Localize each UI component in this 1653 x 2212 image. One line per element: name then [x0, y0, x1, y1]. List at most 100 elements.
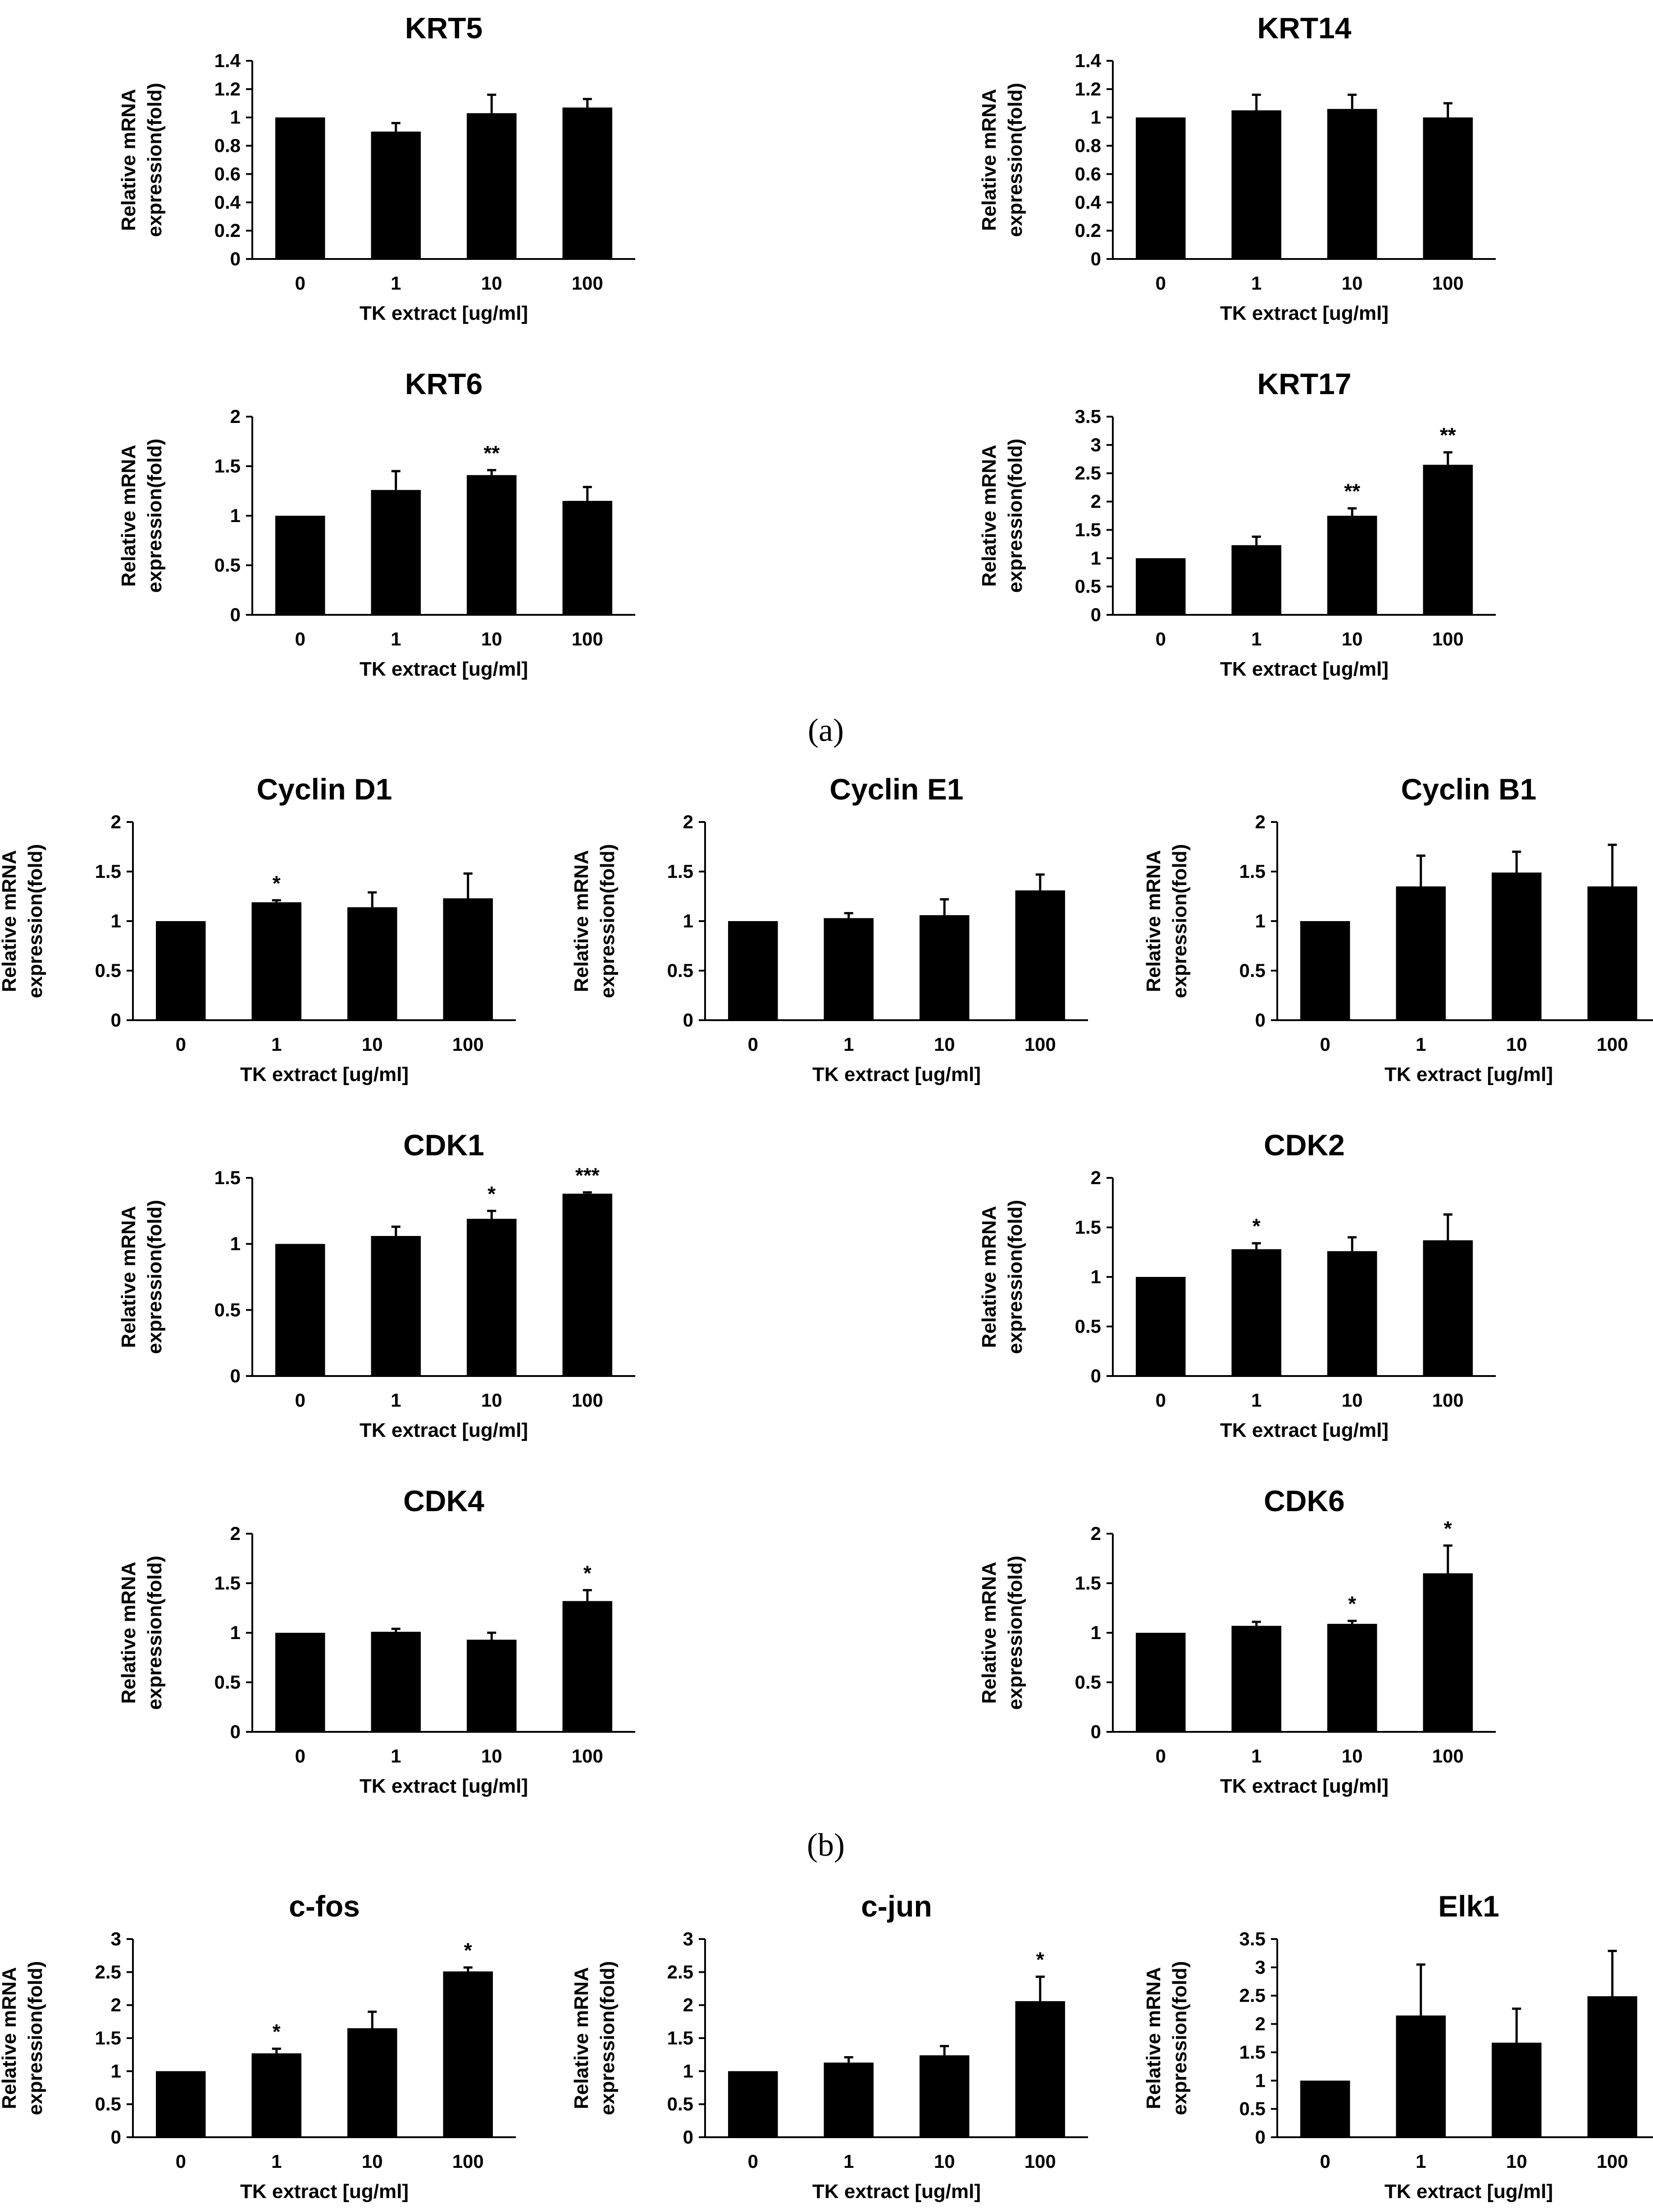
x-tick-label: 10	[1342, 628, 1363, 650]
bar-10	[467, 475, 517, 615]
y-axis-label-line2: expression(fold)	[1004, 1556, 1026, 1710]
y-tick-label: 0	[111, 1009, 121, 1031]
y-tick-label: 2.5	[1075, 463, 1101, 484]
y-tick-label: 0	[1091, 604, 1101, 625]
bar-0	[1136, 1277, 1186, 1376]
y-tick-label: 0.5	[214, 554, 241, 576]
bar-100	[562, 107, 612, 259]
chart-krt14: KRT14 0 0.2 0.4 0.6 0.8 1 1.2 1.4 Relative mRNA ex…	[978, 11, 1496, 324]
y-axis-label-line1: Relative mRNA	[978, 1562, 1000, 1703]
bar-100	[1423, 464, 1473, 615]
bar-1	[1231, 1249, 1281, 1376]
bar-0	[156, 2071, 206, 2137]
y-tick-label: 1.5	[1239, 2041, 1266, 2062]
x-tick-label: 10	[362, 2151, 383, 2172]
significance-marker-100: *	[1444, 1517, 1452, 1540]
bar-100	[1423, 1573, 1473, 1732]
y-axis-label-line1: Relative mRNA	[978, 1206, 1000, 1348]
x-tick-label: 10	[481, 273, 502, 294]
y-tick-label: 0.5	[214, 1671, 241, 1693]
chart-cdk2: CDK2 0 0.5 1 1.5 2 Relative mRNA expression(fol…	[978, 1128, 1496, 1441]
chart-title: KRT14	[1257, 11, 1351, 45]
bar-100	[1587, 886, 1637, 1020]
significance-marker-10: **	[1344, 480, 1360, 503]
y-tick-label: 2	[683, 1994, 693, 2016]
bar-100	[562, 501, 612, 615]
bar-1	[1396, 2015, 1446, 2137]
y-tick-label: 0	[1091, 1365, 1101, 1386]
x-tick-label: 100	[1597, 1034, 1628, 1055]
y-tick-label: 0	[111, 2126, 121, 2148]
y-tick-label: 1	[230, 1233, 241, 1254]
x-tick-label: 1	[843, 1034, 854, 1055]
bar-10	[920, 915, 970, 1020]
chart-title: Elk1	[1438, 1890, 1499, 1923]
bar-10	[1327, 1624, 1377, 1732]
y-tick-label: 2.5	[667, 1961, 693, 1982]
x-axis-label: TK extract [ug/ml]	[812, 2180, 981, 2203]
bar-100	[1015, 2001, 1065, 2137]
bar-1	[371, 490, 421, 615]
bar-10	[347, 2028, 397, 2137]
bar-100	[1423, 1240, 1473, 1376]
y-tick-label: 2.5	[95, 1961, 121, 1982]
y-tick-label: 2	[1255, 811, 1266, 832]
bar-10	[1327, 109, 1377, 259]
y-tick-label: 1	[1091, 107, 1101, 128]
x-tick-label: 100	[572, 1390, 603, 1411]
x-tick-label: 100	[1432, 1745, 1464, 1767]
x-tick-label: 1	[1416, 2151, 1426, 2172]
chart-title: KRT6	[405, 367, 483, 400]
x-axis-label: TK extract [ug/ml]	[1220, 658, 1389, 680]
x-tick-label: 100	[452, 2151, 484, 2172]
y-tick-label: 0.5	[214, 1299, 241, 1320]
y-tick-label: 0	[1091, 1721, 1101, 1742]
y-tick-label: 0	[1255, 2126, 1266, 2148]
significance-marker-100: ***	[575, 1163, 600, 1187]
y-tick-label: 1.5	[667, 2027, 693, 2048]
x-axis-label: TK extract [ug/ml]	[360, 302, 528, 324]
bar-10	[467, 1640, 517, 1732]
y-tick-label: 0.2	[214, 220, 241, 241]
chart-title: Cyclin B1	[1401, 772, 1537, 806]
x-tick-label: 0	[295, 628, 305, 650]
bar-100	[443, 898, 493, 1020]
chart-title: KRT17	[1257, 367, 1351, 400]
y-tick-label: 1.5	[1239, 861, 1266, 882]
x-tick-label: 10	[481, 628, 502, 650]
x-tick-label: 100	[572, 628, 603, 650]
chart-cdk6: CDK6 0 0.5 1 1.5 2 Relative mRNA expression(fol…	[978, 1484, 1496, 1797]
significance-marker-1: *	[1252, 1214, 1261, 1238]
bar-1	[251, 902, 301, 1020]
y-axis-label-line2: expression(fold)	[1004, 83, 1026, 237]
x-tick-label: 1	[271, 2151, 282, 2172]
y-tick-label: 2	[111, 811, 121, 832]
x-tick-label: 0	[295, 1390, 305, 1411]
bar-0	[156, 921, 206, 1020]
y-tick-label: 1	[1091, 1622, 1101, 1643]
y-tick-label: 3	[1255, 1957, 1266, 1978]
x-tick-label: 10	[362, 1034, 383, 1055]
x-axis-label: TK extract [ug/ml]	[240, 2180, 409, 2203]
y-axis-label-line1: Relative mRNA	[1143, 1967, 1165, 2109]
x-axis-label: TK extract [ug/ml]	[1384, 1063, 1553, 1086]
x-tick-label: 1	[1251, 1745, 1261, 1767]
y-axis-label-line2: expression(fold)	[1169, 844, 1191, 998]
y-tick-label: 3.5	[1075, 406, 1101, 427]
chart-elk1: Elk1 0 0.5 1 1.5 2 2.5 3 3.5 Relative mRNA express…	[1143, 1890, 1653, 2203]
x-tick-label: 1	[391, 1390, 401, 1411]
chart-krt17: KRT17 0 0.5 1 1.5 2 2.5 3 3.5 Relative mRNA expres…	[978, 367, 1496, 680]
bar-10	[467, 1218, 517, 1376]
bar-100	[1587, 1996, 1637, 2137]
y-tick-label: 1	[111, 910, 121, 931]
y-tick-label: 3.5	[1239, 1928, 1266, 1949]
significance-marker-10: **	[483, 441, 500, 465]
y-tick-label: 1.4	[1075, 50, 1102, 71]
y-tick-label: 0	[683, 2126, 693, 2148]
y-tick-label: 0	[683, 1009, 693, 1031]
y-tick-label: 3	[683, 1928, 693, 1949]
x-tick-label: 10	[1342, 273, 1363, 294]
y-tick-label: 1	[230, 1622, 241, 1643]
